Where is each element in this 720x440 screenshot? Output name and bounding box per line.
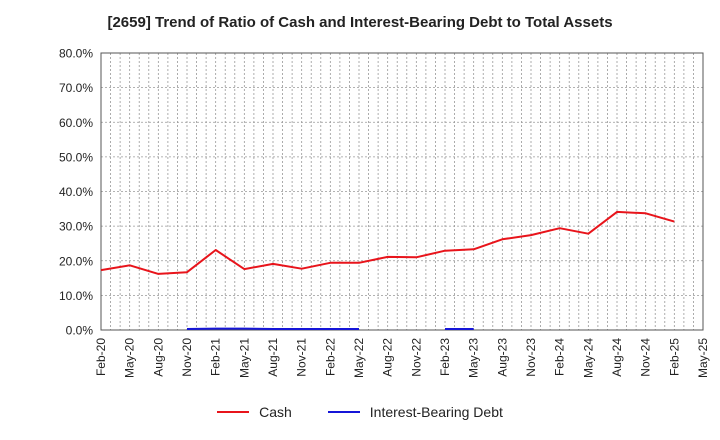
legend-swatch-debt — [327, 411, 360, 413]
legend: Cash Interest-Bearing Debt — [0, 404, 720, 420]
x-tick-label: Aug-21 — [266, 338, 280, 377]
x-tick-label: Feb-22 — [323, 338, 337, 376]
x-tick-label: Nov-23 — [524, 338, 538, 377]
y-tick-label: 80.0% — [59, 47, 93, 61]
x-tick-label: Aug-24 — [610, 338, 624, 377]
x-tick-label: Nov-20 — [180, 338, 194, 377]
x-tick-label: Aug-20 — [151, 338, 165, 377]
x-tick-label: May-23 — [467, 338, 481, 378]
x-tick-label: Aug-22 — [381, 338, 395, 377]
x-tick-label: Nov-21 — [295, 338, 309, 377]
x-tick-label: May-22 — [352, 338, 366, 378]
y-tick-label: 50.0% — [59, 150, 93, 164]
plot-frame — [100, 52, 704, 331]
y-tick-label: 30.0% — [59, 220, 93, 234]
x-tick-label: May-21 — [237, 338, 251, 378]
x-tick-label: Feb-25 — [667, 338, 681, 376]
x-tick-label: Feb-20 — [94, 338, 108, 376]
x-tick-label: Nov-24 — [639, 338, 653, 377]
y-tick-label: 70.0% — [59, 81, 93, 95]
chart-title: [2659] Trend of Ratio of Cash and Intere… — [107, 14, 613, 31]
legend-label-debt: Interest-Bearing Debt — [369, 404, 503, 420]
legend-item-debt: Interest-Bearing Debt — [327, 404, 503, 420]
x-tick-label: Aug-23 — [495, 338, 509, 377]
x-tick-label: May-24 — [581, 338, 595, 378]
x-tick-label: Feb-21 — [209, 338, 223, 376]
y-tick-label: 60.0% — [59, 116, 93, 130]
x-tick-label: Nov-22 — [409, 338, 423, 377]
y-tick-label: 10.0% — [59, 289, 93, 303]
x-tick-label: May-25 — [696, 338, 710, 378]
y-tick-label: 0.0% — [66, 324, 94, 338]
y-tick-label: 40.0% — [59, 185, 93, 199]
x-tick-label: May-20 — [123, 338, 137, 378]
legend-swatch-cash — [217, 411, 250, 413]
y-tick-label: 20.0% — [59, 254, 93, 268]
x-tick-label: Feb-23 — [438, 338, 452, 376]
legend-label-cash: Cash — [259, 404, 292, 420]
x-tick-label: Feb-24 — [553, 338, 567, 376]
series-line-cash — [100, 210, 675, 275]
legend-item-cash: Cash — [217, 404, 292, 420]
